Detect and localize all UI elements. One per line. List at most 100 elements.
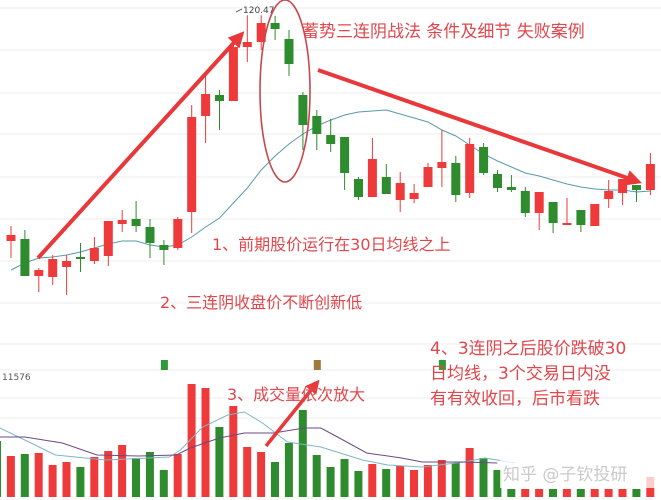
candle-up [534, 192, 544, 213]
volume-bar [6, 456, 15, 497]
volume-bar [590, 489, 599, 497]
candles [6, 15, 655, 295]
volume-bar [451, 463, 460, 497]
volume-bar [326, 467, 335, 497]
volume-ma-lines [0, 411, 516, 468]
annotation-1: 1、前期股价运行在30日均线之上 [212, 235, 451, 254]
candle-up [117, 220, 127, 224]
volume-bar [132, 458, 140, 497]
watermark-backdrop [500, 455, 658, 488]
volume-bar [298, 410, 307, 497]
volume-bar [159, 470, 168, 497]
candle-up [604, 191, 614, 199]
candle-up [187, 117, 197, 212]
signal-marker-icon [160, 360, 168, 370]
candle-up [62, 261, 72, 267]
volume-bar [76, 467, 85, 497]
volume-bar [354, 471, 363, 497]
candle-up [228, 47, 238, 101]
volume-bar [257, 452, 266, 497]
candle-up [6, 235, 16, 241]
volume-bar [632, 489, 641, 497]
volume-bar [479, 458, 488, 497]
candle-down [145, 227, 155, 243]
volume-bar [410, 470, 418, 497]
candle-down [312, 116, 322, 134]
candle-down [159, 245, 169, 250]
candle-up [242, 42, 252, 47]
volume-bar [521, 489, 530, 497]
volume-bar [118, 445, 127, 497]
volume-bar [604, 489, 613, 497]
candle-up [103, 221, 113, 256]
volume-bar [145, 452, 154, 497]
candle-up [256, 23, 266, 42]
chart-title: 蓄势三连阴战法 条件及细节 失败案例 [302, 22, 585, 42]
volume-bar [62, 462, 71, 497]
candle-up [437, 162, 447, 168]
candle-down [493, 174, 502, 188]
candle-up [465, 144, 475, 193]
candle-down [340, 137, 350, 173]
volume-bar [576, 489, 585, 497]
volume-bar [423, 465, 432, 497]
watermark: 知乎 @子钦投研 [503, 465, 627, 485]
candle-down [381, 177, 391, 194]
volume-bar [0, 441, 1, 497]
volume-bar [382, 469, 391, 497]
candle-up [89, 248, 99, 261]
volume-bar [340, 459, 349, 497]
three-black-crows-ellipse [259, 0, 311, 183]
uptrend-arrow [36, 31, 245, 260]
signal-markers [160, 360, 446, 370]
candle-down [520, 191, 530, 213]
candle-up [590, 204, 600, 226]
candle-down [326, 135, 336, 144]
volume-bar [396, 466, 405, 497]
volume-bar [562, 489, 571, 497]
signal-marker-icon [438, 360, 446, 370]
annotation-4-line-3: 有有效收回，后市看跌 [430, 389, 600, 409]
volume-bar [284, 443, 293, 497]
volume-bar [243, 447, 252, 497]
candle-down [270, 23, 280, 29]
candle-down [632, 185, 641, 190]
volume-bar [229, 406, 238, 497]
annotation-4-line-2: 日均线，3个交易日内没 [430, 364, 611, 384]
volume-bar [215, 427, 224, 497]
volume-bar [535, 489, 544, 497]
annotation-3: 3、成交量依次放大 [227, 385, 365, 404]
signal-marker-icon [313, 360, 321, 370]
candle-up [201, 94, 211, 116]
candle-down [354, 179, 363, 197]
candle-down [131, 219, 141, 226]
volume-bar [173, 454, 182, 497]
volume-bar [368, 464, 377, 497]
volume-bar [437, 460, 446, 497]
volume-bar [312, 455, 321, 497]
candle-up [48, 259, 58, 277]
volume-bar [549, 489, 557, 497]
candle-down [298, 95, 308, 125]
candle-down [451, 163, 461, 195]
volume-bar [90, 457, 99, 497]
volume-bar [271, 462, 279, 497]
volume-bar [34, 453, 43, 497]
volume-bar [507, 489, 516, 497]
volume-bar [187, 384, 196, 497]
candle-up [423, 167, 433, 187]
candle-up [409, 193, 419, 199]
candle-up [395, 183, 405, 200]
volume-arrow [264, 379, 320, 448]
candle-down [479, 147, 489, 173]
candle-down [576, 210, 586, 225]
price-high-leader [235, 8, 243, 13]
volume-bar [48, 465, 57, 497]
candle-down [20, 239, 30, 276]
candle-up [34, 270, 44, 276]
gridlines [0, 7, 661, 419]
candle-up [645, 164, 655, 190]
candle-up [367, 159, 377, 197]
volume-ma-a [0, 411, 516, 468]
